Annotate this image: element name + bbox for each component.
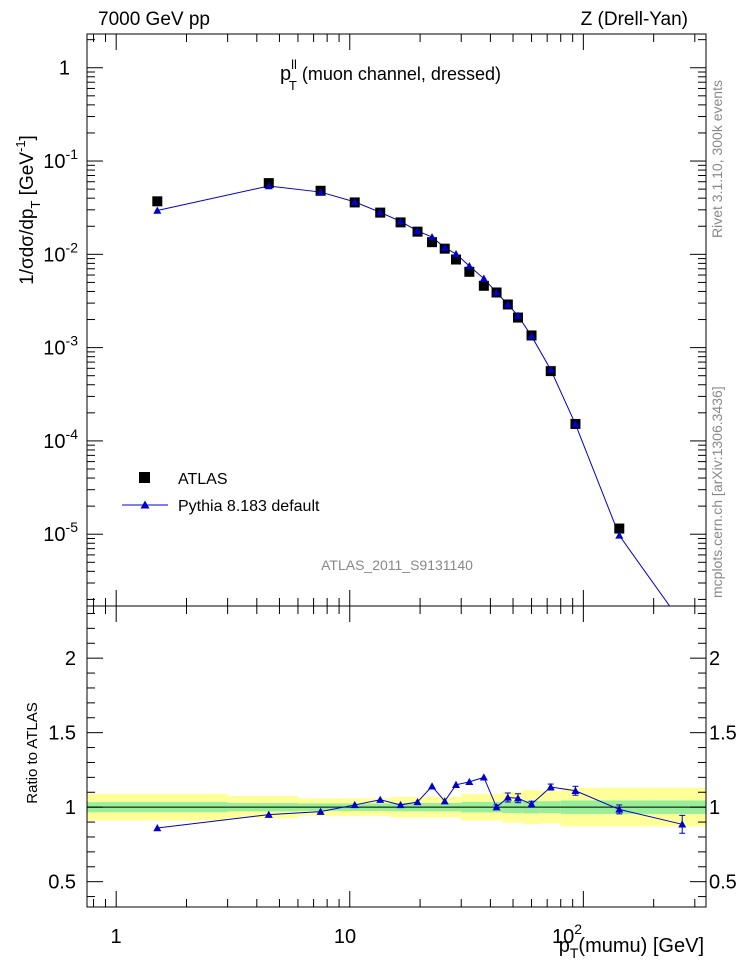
ratio-mc-point — [615, 805, 624, 813]
data-point — [427, 237, 438, 248]
ratio-mc-point — [513, 794, 522, 802]
main-data-series — [152, 178, 687, 629]
mc-point — [440, 243, 449, 251]
ratio-y-tick-label-right: 1 — [709, 797, 720, 819]
ratio-mc-point — [479, 773, 488, 781]
ratio-mc-point — [546, 783, 555, 791]
ratio-plot-frame — [86, 605, 707, 908]
mc-point — [479, 274, 488, 282]
mc-point — [571, 420, 580, 428]
data-point — [478, 280, 489, 291]
main-y-tick-label: 10-3 — [43, 333, 78, 360]
ratio-mc-point — [465, 777, 474, 786]
mc-point — [153, 206, 162, 214]
ratio-y-tick-label-left: 2 — [65, 648, 76, 670]
mc-point — [316, 188, 325, 196]
x-tick-label-10: 10 — [334, 926, 356, 948]
ratio-mc-point — [316, 807, 325, 815]
plot-title: pll T (muon channel, dressed) — [280, 57, 501, 93]
ratio-y-axis-label: Ratio to ATLAS — [24, 702, 41, 803]
ratio-mc-point — [452, 780, 461, 789]
mc-point — [350, 197, 359, 206]
ratio-y-tick-label-right: 2 — [709, 648, 720, 670]
ratio-y-tick-label-right: 0.5 — [709, 872, 737, 894]
analysis-id: ATLAS_2011_S9131140 — [321, 557, 473, 573]
rivet-version-label: Rivet 3.1.10, 300k events — [709, 80, 725, 238]
mc-point — [376, 208, 385, 216]
legend-data-marker — [139, 472, 150, 483]
ratio-mc-point — [413, 797, 422, 806]
legend-data-label: ATLAS — [178, 471, 228, 488]
ratio-mc-series — [153, 773, 687, 834]
data-point — [451, 254, 462, 265]
ratio-mc-point — [527, 800, 536, 808]
header-left: 7000 GeV pp — [98, 9, 210, 30]
main-y-tick-label: 1 — [59, 58, 70, 80]
ratio-mc-point — [153, 824, 162, 832]
header-right: Z (Drell-Yan) — [581, 9, 688, 30]
x-tick-label-1: 1 — [110, 926, 121, 948]
mc-point — [615, 531, 624, 539]
mc-point — [452, 249, 461, 258]
main-y-tick-labels: 1 10-1 10-2 10-3 10-4 10-5 — [43, 58, 78, 546]
ratio-mc-point — [503, 793, 512, 801]
x-axis-label: pT(mumu) [GeV] — [559, 935, 704, 961]
mc-point — [503, 300, 512, 308]
main-y-axis-label: 1/σdσ/dpT [GeV-1] — [13, 135, 43, 285]
mc-point — [678, 620, 686, 627]
mc-point — [492, 288, 501, 296]
ratio-mc-point — [440, 797, 449, 805]
mc-point — [428, 233, 437, 241]
mc-point — [546, 365, 555, 373]
ratio-mc-point — [428, 782, 437, 790]
ratio-mc-point — [396, 800, 405, 809]
mc-point — [413, 226, 422, 235]
ratio-mc-point — [678, 820, 687, 828]
ratio-y-tick-label-right: 1.5 — [709, 723, 737, 745]
ratio-mc-point — [571, 786, 580, 794]
legend-mc-label: Pythia 8.183 default — [178, 498, 320, 515]
ratio-y-tick-label-left: 0.5 — [48, 872, 76, 894]
data-point — [464, 266, 475, 277]
ratio-mc-point — [492, 803, 501, 811]
legend-mc-marker — [140, 500, 150, 509]
mc-point — [527, 332, 536, 340]
ratio-y-tick-label-left: 1 — [65, 797, 76, 819]
ratio-y-tick-label-left: 1.5 — [48, 723, 76, 745]
ratio-mc-point — [350, 800, 359, 809]
mcplots-label: mcplots.cern.ch [arXiv:1306.3436] — [709, 386, 725, 598]
mc-point — [396, 217, 405, 225]
ratio-mc-point — [376, 795, 385, 803]
data-point — [677, 619, 687, 629]
ratio-mc-point — [264, 810, 273, 818]
ratio-y-tick-labels: 2 2 1.5 1.5 1 1 0.5 0.5 — [48, 648, 737, 894]
main-y-tick-label: 10-2 — [43, 239, 78, 266]
mc-point — [465, 261, 474, 270]
data-point — [152, 196, 163, 207]
main-y-tick-label: 10-1 — [43, 146, 78, 173]
mc-point — [513, 311, 522, 319]
main-y-tick-label: 10-4 — [43, 426, 78, 453]
mc-point — [264, 182, 273, 190]
main-y-tick-label: 10-5 — [43, 519, 78, 546]
x-tick-label-100: 102 — [552, 921, 582, 948]
data-point — [614, 523, 625, 534]
